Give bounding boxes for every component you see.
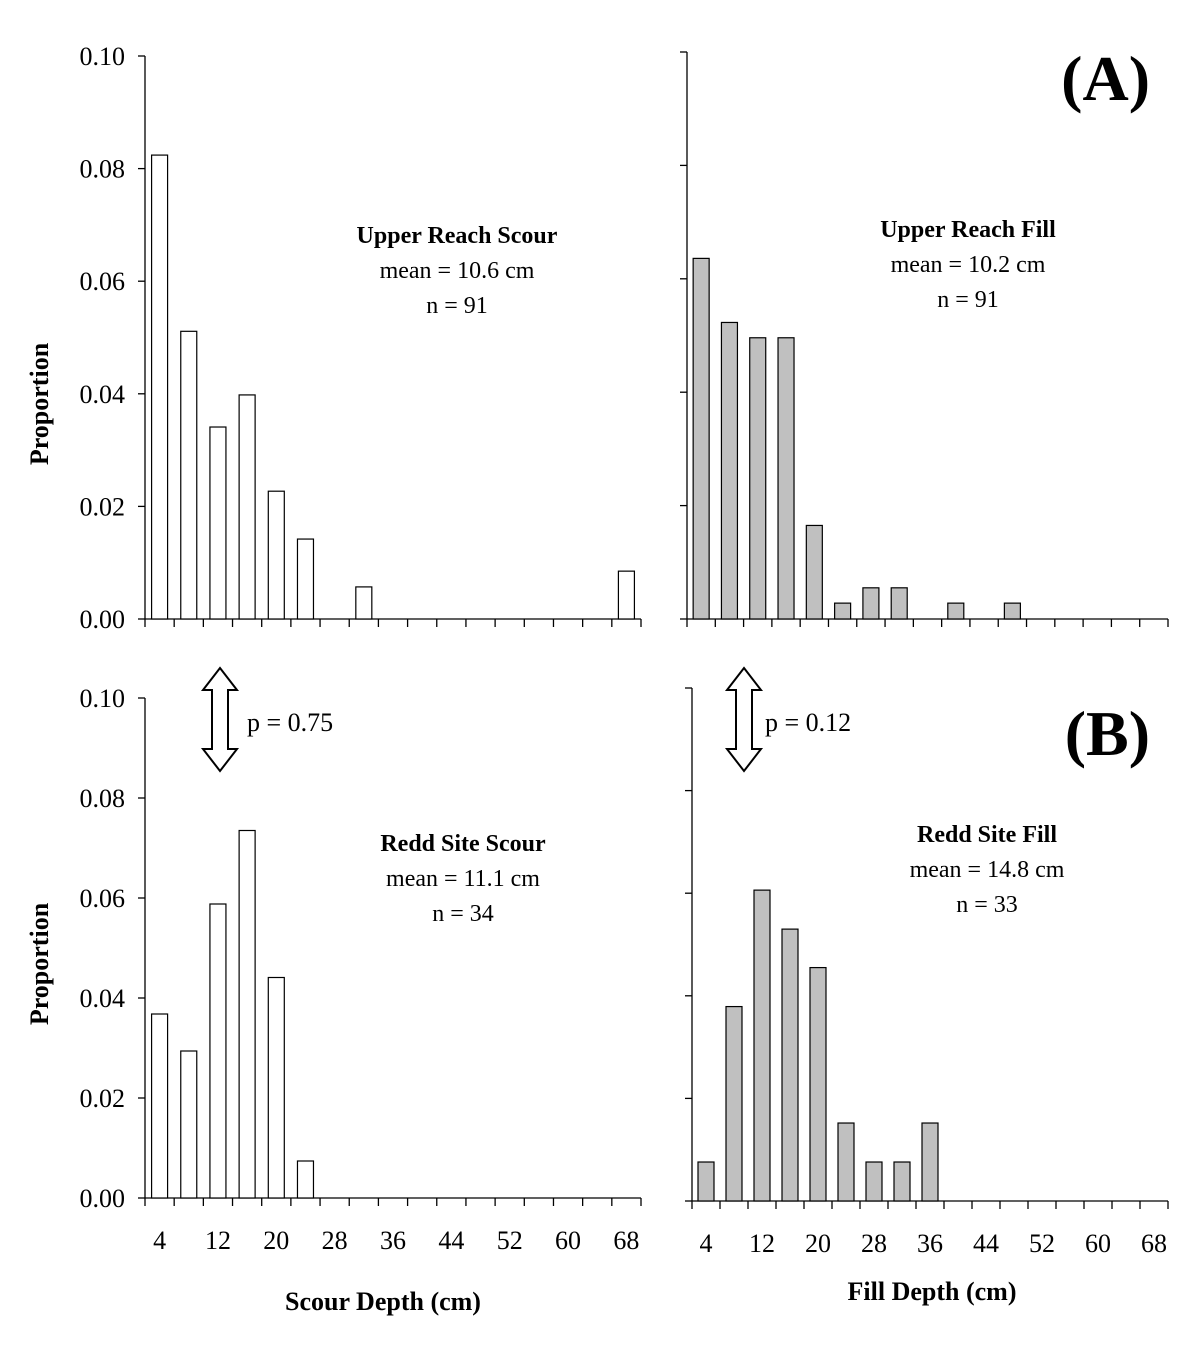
upper-reach-fill-bar-16 bbox=[777, 337, 795, 620]
upper-reach-scour-bar-68 bbox=[617, 570, 636, 620]
upper-reach-scour-y-tick-label: 0.00 bbox=[80, 605, 126, 634]
panel-label-a: (A) bbox=[1061, 43, 1150, 114]
redd-site-fill-x-tick-label: 52 bbox=[1029, 1229, 1055, 1258]
redd-site-scour-n: n = 34 bbox=[432, 901, 494, 927]
redd-site-scour-x-tick-label: 12 bbox=[205, 1226, 231, 1255]
upper-reach-scour-y-tick-label: 0.06 bbox=[80, 267, 126, 296]
upper-reach-scour-bar-16 bbox=[238, 394, 256, 620]
redd-site-scour-bar-8 bbox=[180, 1050, 198, 1199]
upper-reach-scour-bar-20 bbox=[267, 490, 285, 620]
upper-reach-scour-bar-4 bbox=[150, 154, 169, 620]
redd-site-scour-mean: mean = 11.1 cm bbox=[386, 866, 540, 892]
fill-p-value: p = 0.12 bbox=[765, 708, 851, 737]
upper-reach-fill-panel bbox=[680, 51, 1169, 627]
upper-reach-scour-y-tick-label: 0.02 bbox=[80, 492, 126, 521]
upper-reach-fill-n: n = 91 bbox=[937, 287, 999, 313]
redd-site-scour-x-tick-label: 68 bbox=[613, 1226, 639, 1255]
redd-site-scour-x-tick-label: 44 bbox=[438, 1226, 464, 1255]
redd-site-scour-bar-24 bbox=[296, 1160, 315, 1199]
upper-reach-scour-bar-8 bbox=[180, 330, 198, 620]
redd-site-fill-bar-4 bbox=[697, 1161, 715, 1202]
upper-reach-scour-panel: 0.00 0.02 0.04 0.06 0.08 0.10 bbox=[80, 42, 642, 634]
redd-site-fill-bar-12 bbox=[753, 889, 771, 1202]
redd-site-fill-bar-24 bbox=[837, 1122, 855, 1202]
upper-reach-fill-bar-28 bbox=[862, 587, 880, 620]
redd-site-fill-bar-20 bbox=[809, 966, 827, 1202]
upper-reach-fill-title: Upper Reach Fill bbox=[880, 217, 1056, 243]
redd-site-fill-x-tick-label: 20 bbox=[805, 1229, 831, 1258]
redd-site-scour-bar-20 bbox=[267, 976, 285, 1199]
redd-site-fill-x-tick-label: 44 bbox=[973, 1229, 999, 1258]
upper-reach-fill-bar-20 bbox=[805, 524, 823, 620]
redd-site-scour-bar-12 bbox=[209, 903, 227, 1199]
upper-reach-fill-bar-24 bbox=[834, 602, 852, 620]
upper-reach-fill-bar-12 bbox=[749, 337, 767, 620]
redd-site-scour-x-tick-label: 4 bbox=[153, 1226, 166, 1255]
redd-site-fill-x-tick-label: 12 bbox=[749, 1229, 775, 1258]
redd-site-fill-bar-16 bbox=[781, 928, 799, 1202]
redd-site-scour-y-tick-label: 0.06 bbox=[80, 884, 126, 913]
redd-site-scour-y-tick-label: 0.10 bbox=[80, 684, 126, 713]
redd-site-fill-bar-28 bbox=[865, 1161, 883, 1202]
upper-reach-scour-bar-12 bbox=[209, 426, 227, 620]
scour-comparison-arrow-icon bbox=[200, 666, 240, 773]
redd-site-scour-bar-16 bbox=[238, 829, 256, 1199]
upper-reach-fill-bar-40 bbox=[947, 602, 965, 620]
redd-site-fill-bar-8 bbox=[725, 1005, 743, 1202]
redd-site-fill-mean: mean = 14.8 cm bbox=[910, 857, 1065, 883]
fill-x-axis-title: Fill Depth (cm) bbox=[848, 1277, 1017, 1306]
redd-site-scour-x-tick-label: 60 bbox=[555, 1226, 581, 1255]
upper-reach-fill-bar-48 bbox=[1003, 602, 1021, 620]
scour-x-axis-title: Scour Depth (cm) bbox=[285, 1287, 481, 1316]
redd-site-scour-x-tick-label: 20 bbox=[263, 1226, 289, 1255]
redd-site-scour-y-tick-label: 0.08 bbox=[80, 784, 126, 813]
upper-reach-scour-mean: mean = 10.6 cm bbox=[380, 258, 535, 284]
top-y-axis-title: Proportion bbox=[25, 342, 54, 465]
redd-site-fill-x-tick-label: 4 bbox=[700, 1229, 713, 1258]
redd-site-scour-x-tick-label: 28 bbox=[322, 1226, 348, 1255]
redd-site-scour-y-tick-label: 0.02 bbox=[80, 1084, 126, 1113]
fill-comparison-arrow-icon bbox=[724, 666, 764, 773]
redd-site-scour-y-tick-label: 0.00 bbox=[80, 1184, 126, 1213]
redd-site-fill-x-tick-label: 60 bbox=[1085, 1229, 1111, 1258]
redd-site-fill-title: Redd Site Fill bbox=[917, 822, 1057, 848]
redd-site-fill-bar-36 bbox=[921, 1122, 939, 1202]
upper-reach-scour-y-tick-label: 0.04 bbox=[80, 380, 126, 409]
redd-site-fill-x-tick-label: 28 bbox=[861, 1229, 887, 1258]
redd-site-fill-bar-32 bbox=[893, 1161, 911, 1202]
redd-site-scour-x-tick-label: 36 bbox=[380, 1226, 406, 1255]
redd-site-scour-y-tick-label: 0.04 bbox=[80, 984, 126, 1013]
upper-reach-fill-bar-32 bbox=[890, 587, 908, 620]
panel-label-b: (B) bbox=[1065, 698, 1150, 769]
redd-site-scour-bar-4 bbox=[150, 1013, 169, 1199]
redd-site-fill-x-tick-label: 68 bbox=[1141, 1229, 1167, 1258]
redd-site-scour-x-tick-label: 52 bbox=[497, 1226, 523, 1255]
upper-reach-scour-y-tick-label: 0.10 bbox=[80, 42, 126, 71]
scour-p-value: p = 0.75 bbox=[247, 708, 333, 737]
upper-reach-scour-bar-24 bbox=[296, 538, 315, 620]
upper-reach-scour-bar-32 bbox=[355, 586, 373, 620]
upper-reach-scour-y-tick-label: 0.08 bbox=[80, 155, 126, 184]
redd-site-fill-x-tick-label: 36 bbox=[917, 1229, 943, 1258]
redd-site-scour-panel: 0.00 0.02 0.04 0.06 0.08 0.10 4 12 20 28 36 44 52 60 6… bbox=[80, 684, 642, 1255]
upper-reach-scour-n: n = 91 bbox=[426, 293, 488, 319]
redd-site-fill-panel: 4 12 20 28 36 44 52 60 68 bbox=[685, 687, 1169, 1258]
upper-reach-fill-bar-8 bbox=[720, 321, 739, 620]
redd-site-scour-title: Redd Site Scour bbox=[380, 831, 546, 857]
upper-reach-fill-mean: mean = 10.2 cm bbox=[891, 252, 1046, 278]
bottom-y-axis-title: Proportion bbox=[25, 902, 54, 1025]
upper-reach-scour-title: Upper Reach Scour bbox=[357, 223, 558, 249]
redd-site-fill-n: n = 33 bbox=[956, 892, 1018, 918]
upper-reach-fill-bar-4 bbox=[692, 257, 710, 620]
